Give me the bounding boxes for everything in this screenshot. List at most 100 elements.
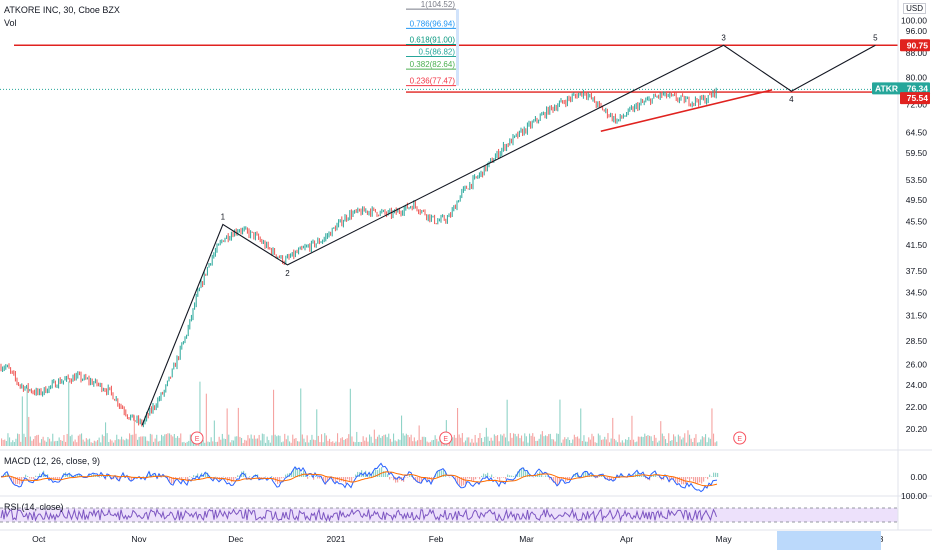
macd-signal-line — [0, 471, 718, 487]
macd-histogram-bar — [507, 474, 509, 477]
volume-bar — [508, 441, 510, 446]
volume-bar — [242, 442, 244, 446]
macd-histogram-bar — [715, 472, 717, 477]
wave-label: 1 — [221, 212, 226, 221]
volume-bar — [269, 442, 271, 446]
macd-histogram-bar — [295, 466, 297, 477]
volume-bar — [50, 441, 52, 446]
fib-level-label: 0.236(77.47) — [410, 77, 456, 86]
volume-bar — [314, 440, 316, 446]
macd-histogram-bar — [187, 477, 189, 482]
macd-histogram-bar — [423, 477, 425, 480]
fib-level-label: 0.382(82.64) — [410, 60, 456, 69]
macd-histogram-bar — [319, 477, 321, 479]
macd-histogram-bar — [607, 477, 609, 480]
volume-bar — [309, 439, 311, 446]
volume-bar — [586, 441, 588, 446]
volume-bar — [274, 434, 276, 446]
volume-bar — [249, 438, 251, 446]
wave-label: 4 — [789, 95, 794, 104]
volume-bar — [466, 437, 468, 446]
volume-bar — [610, 438, 612, 446]
currency-badge[interactable]: USD — [903, 3, 926, 14]
macd-histogram-bar — [311, 476, 313, 477]
volume-bar — [42, 436, 44, 446]
macd-histogram-bar — [575, 472, 577, 477]
fib-retracement: 1(104.52) 0.786(96.94) 0.618(91.00) 0.5(86.… — [406, 0, 459, 87]
volume-bar — [497, 435, 499, 446]
macd-histogram-bar — [639, 475, 641, 477]
volume-bar — [319, 442, 321, 446]
volume-bar — [121, 436, 123, 446]
volume-bar — [316, 409, 318, 446]
volume-bar — [45, 441, 47, 446]
volume-bar — [276, 436, 278, 446]
volume-bar — [109, 439, 111, 446]
volume-bar — [20, 441, 22, 446]
volume-bar — [265, 442, 267, 446]
volume-bar — [325, 435, 327, 446]
volume-bar — [665, 439, 667, 446]
macd-histogram-bar — [233, 477, 235, 482]
volume-bar — [356, 431, 358, 446]
volume-bar — [647, 435, 649, 446]
volume-bar — [73, 441, 75, 446]
volume-bar — [185, 442, 187, 446]
volume-bar — [505, 437, 507, 446]
price-axis-tick: 41.50 — [906, 240, 928, 250]
volume-bar — [389, 438, 391, 446]
volume-bar — [335, 441, 337, 446]
time-axis[interactable]: OctNovDec2021FebMarAprMayJun18 — [32, 531, 884, 550]
volume-bar — [485, 427, 487, 446]
volume-bar — [39, 442, 41, 446]
volume-bar — [60, 439, 62, 446]
volume-bar — [260, 440, 262, 446]
volume-bar — [645, 435, 647, 446]
volume-bar — [351, 436, 353, 446]
macd-histogram-bar — [569, 477, 571, 481]
volume-bar — [346, 438, 348, 446]
macd-histogram-bar — [587, 472, 589, 477]
macd-histogram-bar — [31, 477, 33, 479]
volume-bar — [573, 434, 575, 446]
macd-histogram-bar — [37, 476, 39, 477]
volume-bar — [53, 441, 55, 446]
macd-histogram-bar — [197, 473, 199, 477]
macd-pane — [0, 462, 719, 493]
macd-histogram-bar — [395, 477, 397, 483]
volume-bar — [13, 441, 15, 446]
price-axis[interactable]: 100.0096.0088.0080.0072.0064.5059.5053.5… — [0, 0, 932, 531]
volume-bar — [108, 442, 110, 446]
volume-bar — [626, 439, 628, 446]
volume-bar — [317, 435, 319, 446]
volume-bar — [681, 439, 683, 446]
volume-bar — [205, 393, 207, 446]
volume-bar — [457, 408, 459, 446]
volume-bar — [653, 434, 655, 446]
volume-bar — [31, 440, 33, 446]
volume-bar — [375, 438, 377, 446]
volume-bar — [71, 434, 73, 446]
macd-histogram-bar — [693, 477, 695, 482]
volume-bar — [217, 441, 219, 446]
volume-bar — [300, 388, 302, 446]
macd-histogram-bar — [99, 477, 101, 478]
volume-bar — [410, 434, 412, 446]
volume-bar — [471, 438, 473, 446]
volume-bar — [111, 440, 113, 446]
macd-histogram-bar — [457, 477, 459, 484]
macd-histogram-bar — [323, 477, 325, 483]
macd-histogram-bar — [525, 471, 527, 477]
volume-bar — [469, 442, 471, 446]
macd-histogram-bar — [133, 477, 135, 480]
volume-bar — [477, 437, 479, 446]
wave-label: 2 — [285, 269, 290, 278]
macd-histogram-bar — [641, 475, 643, 477]
macd-histogram-bar — [685, 477, 687, 484]
volume-bar — [437, 441, 439, 446]
macd-histogram-bar — [107, 475, 109, 477]
volume-bar — [495, 435, 497, 446]
macd-histogram-bar — [291, 471, 293, 477]
price-tag-value: 90.75 — [907, 40, 929, 50]
